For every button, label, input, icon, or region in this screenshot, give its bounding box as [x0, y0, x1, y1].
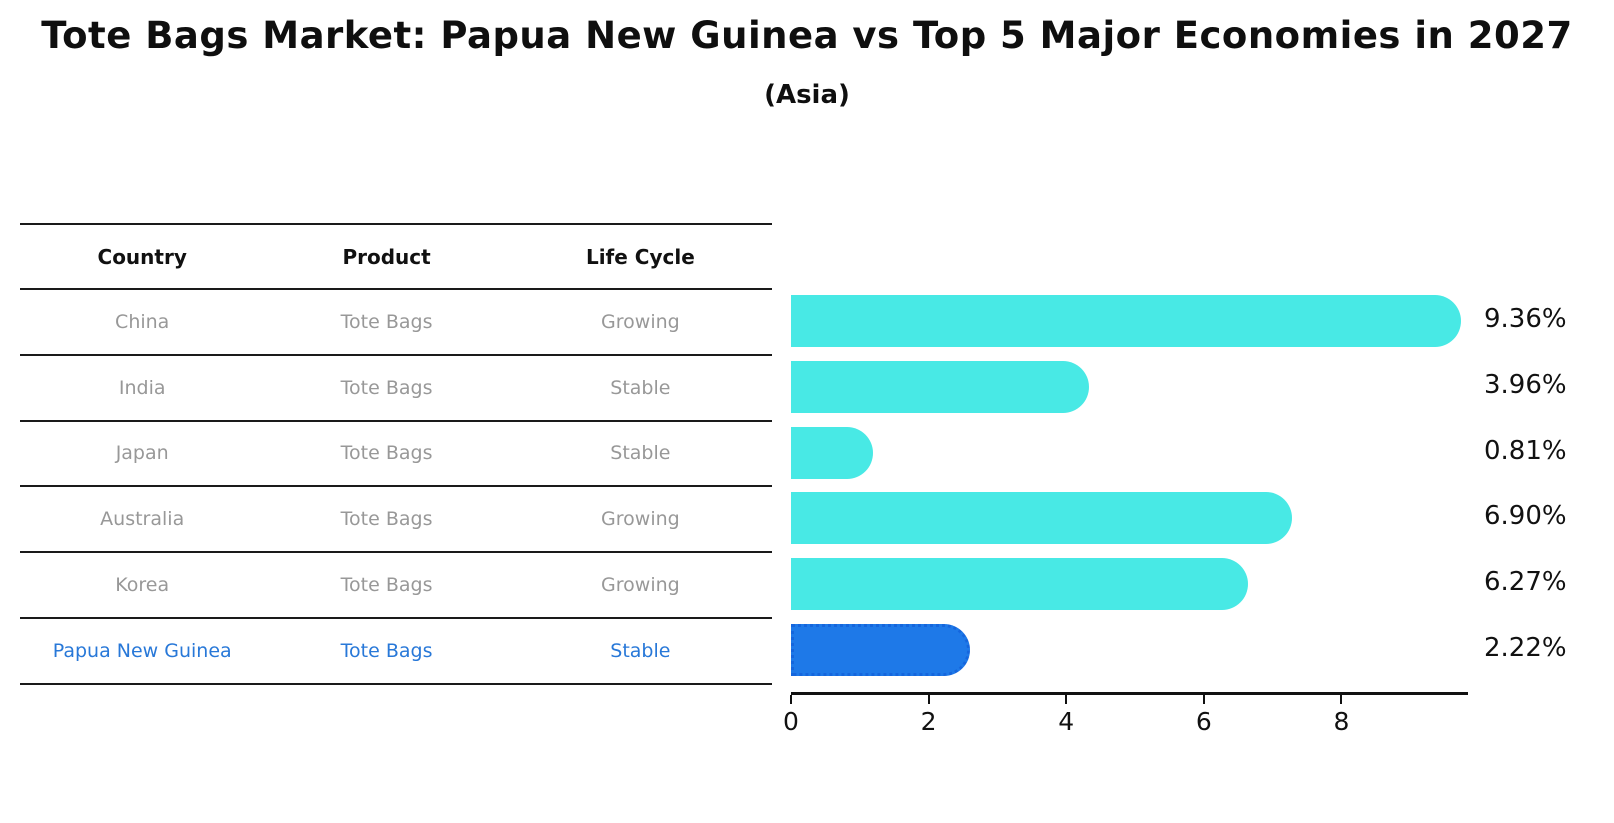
chart-subtitle: (Asia): [764, 80, 850, 110]
table-header-product: Product: [342, 244, 431, 269]
table-cell-product: Tote Bags: [340, 376, 433, 399]
x-tick-label-0: 0: [783, 707, 799, 736]
table-cell-life-cycle: Stable: [610, 442, 671, 465]
x-tick-mark-2: [927, 695, 930, 704]
x-tick-mark-0: [790, 695, 792, 704]
table-cell-life-cycle: Stable: [610, 639, 671, 662]
x-tick-mark-8: [1340, 695, 1343, 704]
table-cell-product: Tote Bags: [340, 639, 433, 662]
value-label-japan: 0.81%: [1484, 435, 1567, 466]
table-cell-life-cycle: Stable: [610, 376, 671, 399]
table-cell-country: Japan: [115, 442, 169, 465]
x-tick-label-6: 6: [1195, 707, 1212, 736]
x-tick-label-2: 2: [920, 707, 937, 736]
bar-plot: 9.36% 3.96% 0.81% 6.90% 6.27% 2.22% 0 2 4 6 8: [783, 288, 1567, 736]
table-row-japan: Japan Tote Bags Stable: [20, 422, 772, 488]
country-table: Country Product Life Cycle China Tote Bags G…: [20, 223, 772, 685]
table-cell-product: Tote Bags: [340, 442, 433, 465]
table-header-life-cycle: Life Cycle: [585, 244, 695, 269]
table-cell-life-cycle: Growing: [601, 508, 680, 531]
table-cell-product: Tote Bags: [340, 310, 433, 333]
x-tick-mark-4: [1065, 695, 1068, 704]
value-label-china: 9.36%: [1484, 303, 1567, 334]
bar-australia: [791, 492, 1292, 545]
table-row-china: China Tote Bags Growing: [20, 290, 772, 356]
table-row-papua-new-guinea: Papua New Guinea Tote Bags Stable: [20, 619, 772, 685]
table-cell-life-cycle: Growing: [601, 574, 680, 597]
table-cell-country: Australia: [100, 508, 185, 531]
table-cell-country: China: [115, 310, 170, 333]
x-tick-label-8: 8: [1333, 707, 1350, 736]
bar-papua-new-guinea: [791, 624, 970, 677]
value-label-korea: 6.27%: [1484, 567, 1567, 598]
value-label-australia: 6.90%: [1484, 501, 1567, 532]
table-row-korea: Korea Tote Bags Growing: [20, 553, 772, 619]
x-tick-label-4: 4: [1058, 707, 1075, 736]
table-header-row: Country Product Life Cycle: [20, 225, 772, 290]
value-label-india: 3.96%: [1484, 369, 1567, 400]
bar-india: [791, 360, 1090, 413]
table-cell-life-cycle: Growing: [601, 310, 680, 333]
x-tick-mark-6: [1202, 695, 1205, 704]
bar-japan: [791, 426, 873, 479]
table-row-australia: Australia Tote Bags Growing: [20, 487, 772, 554]
table-cell-country: India: [118, 376, 166, 399]
bar-korea: [791, 558, 1249, 611]
value-label-papua-new-guinea: 2.22%: [1484, 633, 1567, 664]
table-row-india: India Tote Bags Stable: [20, 356, 772, 422]
table-cell-product: Tote Bags: [340, 574, 433, 597]
table-cell-country: Korea: [115, 574, 170, 597]
chart-title: Tote Bags Market: Papua New Guinea vs To…: [41, 14, 1573, 57]
table-cell-product: Tote Bags: [340, 508, 433, 531]
bar-china: [791, 294, 1461, 347]
table-header-country: Country: [97, 244, 187, 269]
table-cell-country: Papua New Guinea: [52, 639, 232, 662]
